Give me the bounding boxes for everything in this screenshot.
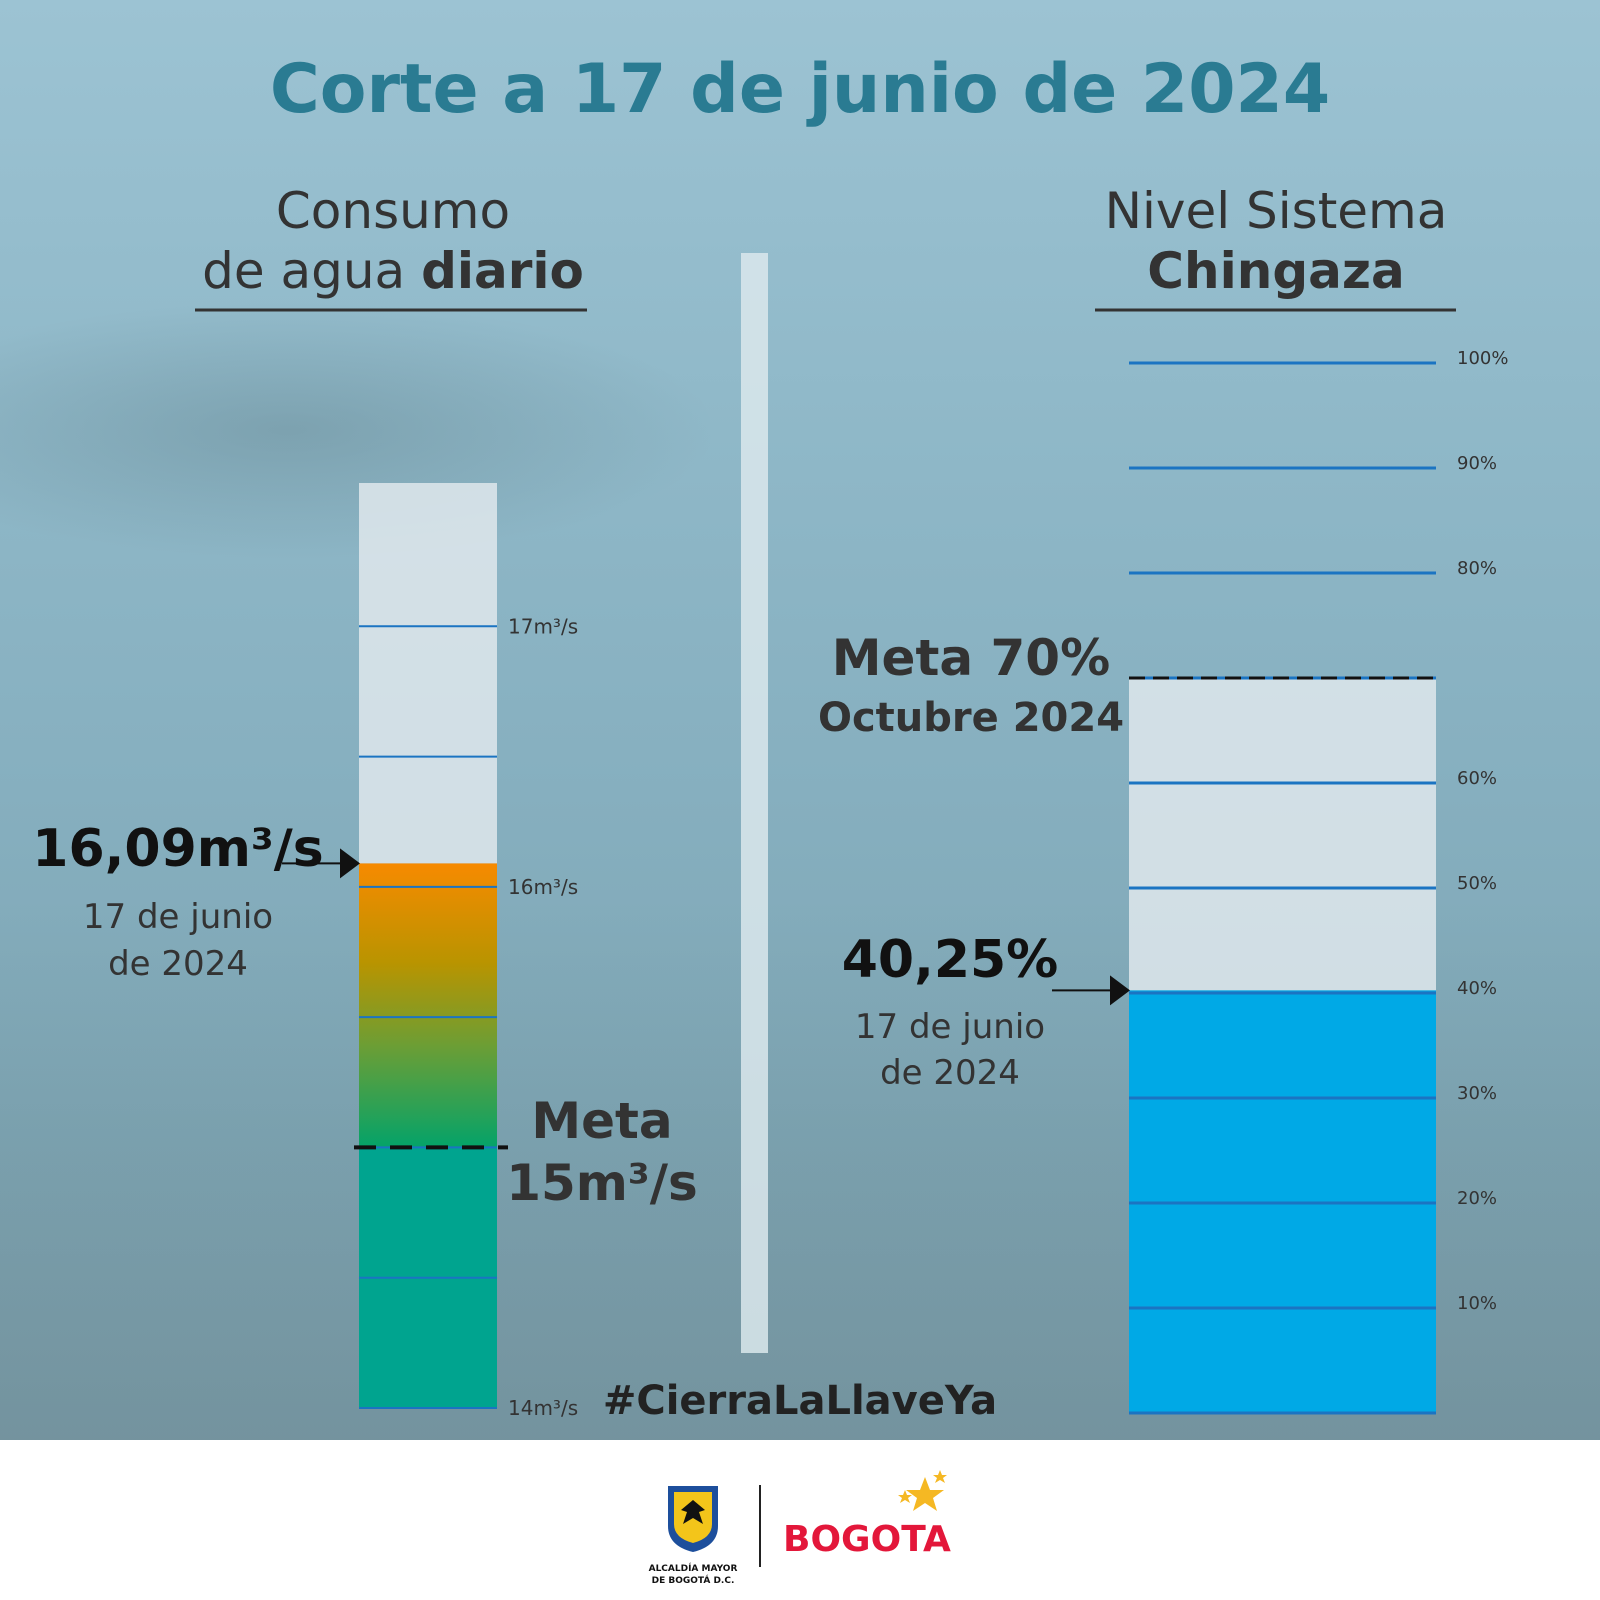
alcaldia-logo: ALCALDÍA MAYOR DE BOGOTÁ D.C. bbox=[649, 1486, 738, 1586]
tick-label: 10% bbox=[1457, 1293, 1497, 1314]
tick-label: 60% bbox=[1457, 768, 1497, 789]
alcaldia-text-2: DE BOGOTÁ D.C. bbox=[652, 1574, 735, 1586]
tick-label: 100% bbox=[1457, 348, 1508, 369]
tick-label: 80% bbox=[1457, 558, 1497, 579]
chingaza-level-chart: 10% 20% 30% 40% 50% 60% 80% 90% 100% bbox=[1052, 348, 1508, 1415]
consumption-date-line2: de 2024 bbox=[108, 944, 248, 984]
empty-area bbox=[1129, 678, 1436, 991]
tick-label: 14m³/s bbox=[508, 1396, 578, 1420]
center-divider bbox=[741, 253, 768, 1353]
consumption-target-line1: Meta bbox=[531, 1092, 672, 1150]
left-title-line1: Consumo bbox=[276, 182, 510, 240]
consumption-chart: 14m³/s 16m³/s 17m³/s bbox=[282, 483, 578, 1420]
bogota-logo-text: BOGOTA bbox=[783, 1519, 951, 1560]
level-date-line1: 17 de junio bbox=[855, 1007, 1045, 1047]
tick-label: 90% bbox=[1457, 453, 1497, 474]
tick-label: 17m³/s bbox=[508, 614, 578, 638]
consumption-value-label: 16,09m³/s bbox=[32, 819, 323, 879]
right-title-line1: Nivel Sistema bbox=[1105, 182, 1448, 240]
consumption-target-line2: 15m³/s bbox=[506, 1154, 698, 1212]
empty-area bbox=[359, 483, 497, 864]
consumption-bar-above-target bbox=[359, 863, 497, 1148]
tick-label: 50% bbox=[1457, 873, 1497, 894]
level-date-line2: de 2024 bbox=[880, 1053, 1020, 1093]
right-title-line2: Chingaza bbox=[1147, 242, 1404, 300]
arrow-head-icon bbox=[1110, 975, 1130, 1006]
small-star-icon bbox=[898, 1490, 912, 1503]
tick-label: 30% bbox=[1457, 1083, 1497, 1104]
left-title-line2: de agua diario bbox=[202, 242, 584, 300]
star-icon bbox=[906, 1477, 944, 1511]
hashtag: #CierraLaLlaveYa bbox=[603, 1378, 997, 1424]
bogota-logo: BOGOTA bbox=[783, 1470, 951, 1560]
consumption-date-line1: 17 de junio bbox=[83, 897, 273, 937]
level-target-line1: Meta 70% bbox=[832, 629, 1110, 687]
left-title-bold: diario bbox=[421, 242, 584, 300]
tick-label: 20% bbox=[1457, 1188, 1497, 1209]
tick-label: 40% bbox=[1457, 978, 1497, 999]
small-star-icon bbox=[933, 1470, 947, 1483]
level-target-line2: Octubre 2024 bbox=[818, 695, 1124, 741]
arrow-head-icon bbox=[340, 848, 360, 879]
left-title-normal: de agua bbox=[202, 242, 421, 300]
alcaldia-text-1: ALCALDÍA MAYOR bbox=[649, 1562, 738, 1574]
tick-label: 16m³/s bbox=[508, 875, 578, 899]
page-title: Corte a 17 de junio de 2024 bbox=[270, 50, 1330, 129]
level-value-label: 40,25% bbox=[842, 930, 1059, 990]
